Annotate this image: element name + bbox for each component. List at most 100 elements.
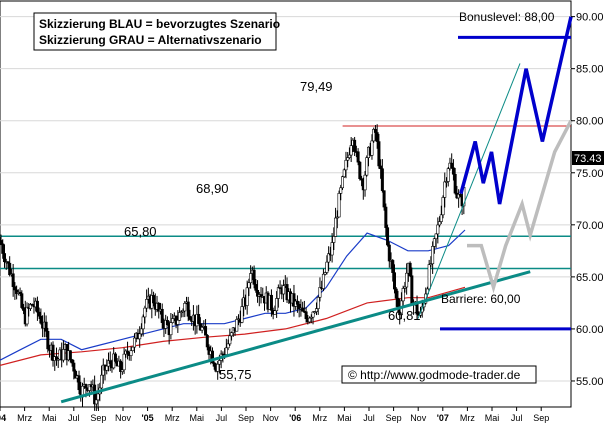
candle-body [247, 282, 251, 289]
candle-body [94, 399, 98, 405]
candle-body [363, 174, 367, 191]
candle-body [408, 262, 412, 277]
candle-body [396, 297, 400, 308]
candle-body [301, 307, 305, 312]
candle-body [432, 238, 436, 247]
candle-body [375, 132, 379, 142]
candle-body [39, 315, 43, 324]
candle-body [323, 272, 327, 275]
candle-body [145, 299, 149, 309]
moving-average-blue [0, 229, 466, 361]
x-tick-label: Nov [263, 413, 280, 423]
scenario-gray-path [467, 119, 573, 294]
candle-body [15, 289, 19, 294]
candle-body [391, 260, 395, 273]
x-tick-label: Sep [386, 413, 402, 423]
candle-body [259, 294, 263, 298]
low-2006-label: 60,81 [388, 308, 421, 323]
candle-body [434, 233, 438, 240]
candle-body [205, 334, 209, 348]
scenario-blue-path [459, 16, 573, 205]
high-label: 79,49 [300, 79, 333, 94]
candle-body [132, 337, 136, 348]
candle-body [119, 360, 123, 372]
candle-body [129, 350, 133, 356]
candle-body [269, 294, 273, 311]
candle-body [18, 291, 22, 294]
x-tick-label: Jul [363, 413, 375, 423]
candle-body [427, 264, 431, 290]
candle-body [365, 157, 369, 176]
legend-line-blue: Skizzierung BLAU = bevorzugtes Szenario [39, 17, 280, 31]
candle-body [35, 300, 39, 313]
candle-body [1, 243, 5, 254]
candle-body [96, 393, 100, 401]
candle-body [344, 159, 348, 171]
candle-body [318, 287, 322, 298]
candle-body [13, 286, 17, 291]
candle-body [74, 370, 78, 379]
x-tick-label: Jul [511, 413, 523, 423]
candle-body [405, 272, 409, 288]
x-tick-label: Jul [68, 413, 80, 423]
candle-body [54, 356, 58, 361]
x-tick-label: Mrz [17, 413, 32, 423]
candle-body [297, 304, 301, 310]
candle-body [273, 310, 277, 315]
candle-body [198, 323, 202, 331]
candle-body [282, 285, 286, 295]
resistance-label-1: 68,90 [196, 181, 229, 196]
x-tick-label: '07 [437, 413, 449, 423]
legend-line-gray: Skizzierung GRAU = Alternativszenario [39, 33, 262, 47]
candle-body [186, 301, 190, 317]
candle-body [450, 162, 454, 169]
candle-body [441, 197, 445, 216]
candle-body [304, 311, 308, 320]
y-tick-label: 75.00 [576, 168, 604, 180]
candle-body [122, 353, 126, 371]
candle-body [108, 360, 112, 364]
candle-body [165, 320, 169, 326]
candle-body [347, 154, 351, 158]
candle-body [141, 316, 145, 330]
y-tick-label: 55.00 [576, 376, 604, 388]
candle-body [56, 358, 60, 361]
candle-body [113, 353, 117, 362]
source-label: © http://www.godmode-trader.de [348, 368, 521, 382]
y-axis: 55.00 60.00 65.00 70.00 75.00 80.00 85.00 90.00 [571, 12, 604, 388]
candle-body [25, 306, 29, 325]
candle-body [68, 350, 72, 360]
y-tick-label: 70.00 [576, 220, 604, 232]
candle-body [37, 311, 41, 317]
candle-body [176, 319, 180, 325]
x-tick-label: Mai [485, 413, 500, 423]
candle-body [370, 140, 374, 156]
candle-body [451, 167, 455, 175]
y-tick-label: 85.00 [576, 64, 604, 76]
candle-body [226, 343, 230, 349]
candle-body [429, 263, 433, 266]
legend-box [33, 12, 277, 51]
candle-body [178, 312, 182, 321]
candle-body [356, 151, 360, 163]
candle-body [387, 244, 391, 262]
x-tick-label: Mrz [312, 413, 327, 423]
candle-body [160, 308, 164, 323]
candle-body [410, 275, 414, 306]
scenarios [459, 16, 573, 294]
x-tick-label: Mai [42, 413, 57, 423]
x-axis: '04 Mrz Mai Jul Sep Nov '05 Mrz Mai Jul Sep Nov '06 M… [0, 407, 549, 423]
candle-body [0, 240, 3, 245]
candle-body [204, 326, 208, 336]
candle-body [169, 322, 173, 336]
candle-body [372, 129, 376, 142]
candle-body [380, 168, 384, 191]
last-price-label: 73.43 [574, 153, 602, 165]
x-tick-label: Nov [115, 413, 132, 423]
candle-body [334, 217, 338, 237]
candle-body [22, 307, 26, 311]
candle-body [339, 187, 343, 194]
candle-body [138, 333, 142, 340]
candle-body [77, 375, 81, 391]
